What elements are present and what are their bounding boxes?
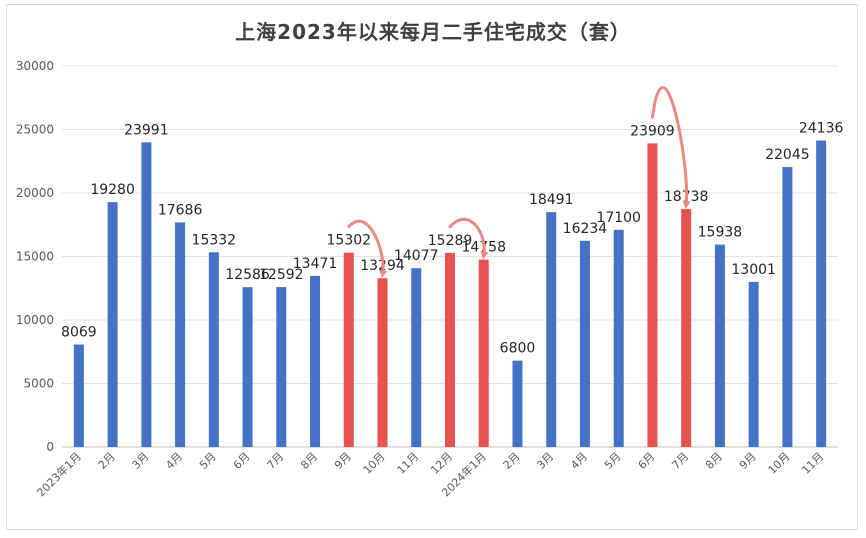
annotation-arrow <box>347 219 388 279</box>
data-label: 23909 <box>630 123 675 139</box>
data-label: 18491 <box>529 192 574 208</box>
data-label: 17686 <box>158 202 203 218</box>
bar <box>208 252 219 447</box>
x-tick-label: 6月 <box>636 450 658 472</box>
x-tick-label: 9月 <box>332 450 354 472</box>
x-tick-label: 3月 <box>130 450 152 472</box>
bar <box>343 252 354 447</box>
x-tick-label: 8月 <box>298 450 320 472</box>
bar <box>714 244 725 447</box>
bar <box>613 229 624 447</box>
data-label: 23991 <box>124 122 169 138</box>
bar <box>647 143 658 447</box>
x-tick-label: 2月 <box>501 450 523 472</box>
bar <box>73 344 84 447</box>
bar <box>445 252 455 447</box>
data-label: 24136 <box>799 120 844 136</box>
data-label: 19280 <box>90 182 135 198</box>
data-label: 12586 <box>225 267 270 283</box>
x-tick-label: 12月 <box>428 450 455 477</box>
data-label: 8069 <box>61 325 97 341</box>
bar <box>748 281 759 447</box>
bar <box>546 212 557 447</box>
y-axis-ticks: 0 5000 10000 15000 20000 25000 30000 <box>16 59 54 454</box>
annotation-arrows <box>347 85 691 279</box>
data-label: 15938 <box>698 225 743 241</box>
data-label: 6800 <box>500 341 536 357</box>
data-label: 15302 <box>327 233 372 249</box>
bar <box>276 287 287 447</box>
x-tick-label: 2023年1月 <box>34 449 84 499</box>
x-tick-label: 9月 <box>737 450 759 472</box>
x-tick-label: 6月 <box>231 450 253 472</box>
data-label: 17100 <box>596 210 641 226</box>
bar <box>141 142 152 447</box>
x-tick-label: 2月 <box>96 450 118 472</box>
x-tick-label: 7月 <box>265 450 287 472</box>
bar <box>242 287 253 447</box>
bar <box>175 222 186 447</box>
bar <box>377 278 388 447</box>
y-tick-label: 0 <box>46 440 54 454</box>
chart-title: 上海2023年以来每月二手住宅成交（套） <box>235 20 631 44</box>
y-tick-label: 15000 <box>16 250 54 264</box>
data-label: 16234 <box>563 221 608 237</box>
data-label: 12592 <box>259 267 304 283</box>
data-label: 13471 <box>293 256 338 272</box>
x-tick-label: 4月 <box>163 450 185 472</box>
bar <box>681 209 692 447</box>
x-tick-label: 4月 <box>568 450 590 472</box>
y-tick-label: 20000 <box>16 186 54 200</box>
x-tick-label: 8月 <box>703 450 725 472</box>
x-tick-label: 3月 <box>534 450 556 472</box>
annotation-arrow <box>650 85 691 210</box>
y-tick-label: 10000 <box>16 313 54 327</box>
x-tick-label: 11月 <box>395 450 422 477</box>
annotation-arrow <box>448 217 489 260</box>
bar <box>512 360 523 447</box>
data-label: 13001 <box>731 262 776 278</box>
x-tick-label: 5月 <box>197 450 219 472</box>
x-tick-label: 7月 <box>669 450 691 472</box>
bar <box>310 275 321 447</box>
bar <box>782 167 793 447</box>
x-tick-label: 10月 <box>766 450 793 477</box>
data-label: 15332 <box>192 232 237 248</box>
y-tick-label: 5000 <box>23 377 54 391</box>
x-tick-label: 5月 <box>602 450 624 472</box>
x-tick-label: 11月 <box>799 450 826 477</box>
data-label: 22045 <box>765 147 810 163</box>
data-label: 15289 <box>428 233 473 249</box>
bar <box>579 240 590 447</box>
bar <box>411 268 422 447</box>
bar <box>107 202 118 447</box>
bar <box>478 259 489 447</box>
y-tick-label: 25000 <box>16 123 54 137</box>
x-tick-label: 10月 <box>361 450 388 477</box>
bar <box>816 140 827 448</box>
y-tick-label: 30000 <box>16 59 54 73</box>
data-label: 14077 <box>394 248 439 264</box>
bars <box>73 140 827 448</box>
